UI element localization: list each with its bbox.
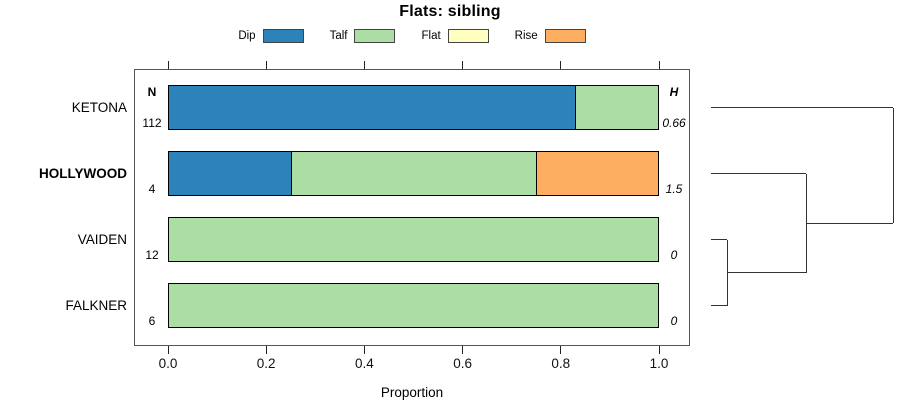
x-axis-tick-label: 0.0 — [158, 356, 178, 371]
bar-segment-talf — [291, 152, 536, 196]
category-label-vaiden: VAIDEN — [77, 231, 127, 247]
n-value: 6 — [148, 314, 156, 329]
x-axis-label: Proportion — [380, 385, 444, 400]
h-value: 0 — [670, 248, 678, 263]
bar-falkner — [168, 283, 659, 329]
bar-segment-rise — [535, 152, 658, 196]
dendrogram-line — [727, 272, 806, 274]
n-value: 12 — [145, 248, 159, 263]
x-axis-tick-bottom — [560, 346, 562, 354]
legend: Dip Talf Flat Rise — [134, 27, 690, 44]
x-axis-tick-top — [265, 61, 267, 69]
category-label-ketona: KETONA — [71, 99, 127, 115]
n-column-header: N — [147, 85, 157, 99]
n-value: 4 — [148, 182, 156, 197]
dendrogram-line — [711, 173, 806, 175]
x-axis-tick-top — [462, 61, 464, 69]
x-axis-tick-label: 1.0 — [649, 356, 669, 371]
bar-vaiden — [168, 217, 659, 263]
bar-segment-talf — [169, 218, 658, 262]
h-value: 1.5 — [665, 182, 683, 197]
x-axis-tick-label: 0.4 — [355, 356, 374, 371]
x-axis-tick-bottom — [462, 346, 464, 354]
category-label-falkner: FALKNER — [65, 297, 127, 313]
x-axis-tick-label: 0.2 — [256, 356, 276, 371]
n-value: 112 — [142, 116, 162, 130]
x-axis-tick-label: 0.6 — [453, 356, 472, 371]
legend-label: Rise — [514, 29, 538, 42]
legend-label: Dip — [238, 29, 256, 42]
legend-swatch-rise — [544, 28, 586, 43]
x-axis-tick-label: 0.8 — [551, 356, 571, 371]
dendrogram-line — [806, 222, 893, 224]
bar-segment-talf — [574, 86, 658, 129]
dendrogram-line — [892, 107, 894, 224]
h-value: 0.66 — [662, 116, 686, 130]
legend-swatch-flat — [447, 28, 489, 43]
x-axis-tick-top — [658, 61, 660, 69]
category-label-hollywood: HOLLYWOOD — [38, 165, 127, 181]
h-column-header: H — [669, 85, 679, 99]
chart-title: Flats: sibling — [399, 3, 501, 20]
legend-item: Talf — [329, 28, 396, 43]
legend-swatch-dip — [262, 28, 304, 43]
legend-label: Flat — [421, 29, 441, 42]
legend-label: Talf — [329, 29, 348, 42]
x-axis-tick-top — [363, 61, 365, 69]
x-axis-tick-top — [560, 61, 562, 69]
bar-segment-dip — [169, 152, 292, 196]
bar-segment-talf — [169, 284, 658, 328]
dendrogram-line — [711, 305, 727, 307]
x-axis-tick-bottom — [265, 346, 267, 354]
x-axis-tick-bottom — [363, 346, 365, 354]
bar-ketona — [168, 85, 659, 130]
x-axis-tick-bottom — [658, 346, 660, 354]
legend-item: Dip — [238, 28, 304, 43]
legend-item: Rise — [514, 28, 586, 43]
x-axis-tick-top — [167, 61, 169, 69]
bar-segment-dip — [169, 86, 575, 129]
legend-swatch-talf — [354, 28, 396, 43]
x-axis-tick-bottom — [167, 346, 169, 354]
dendrogram-line — [711, 239, 727, 241]
bar-hollywood — [168, 151, 659, 197]
legend-item: Flat — [421, 28, 489, 43]
h-value: 0 — [670, 314, 678, 329]
dendrogram-line — [711, 107, 893, 108]
